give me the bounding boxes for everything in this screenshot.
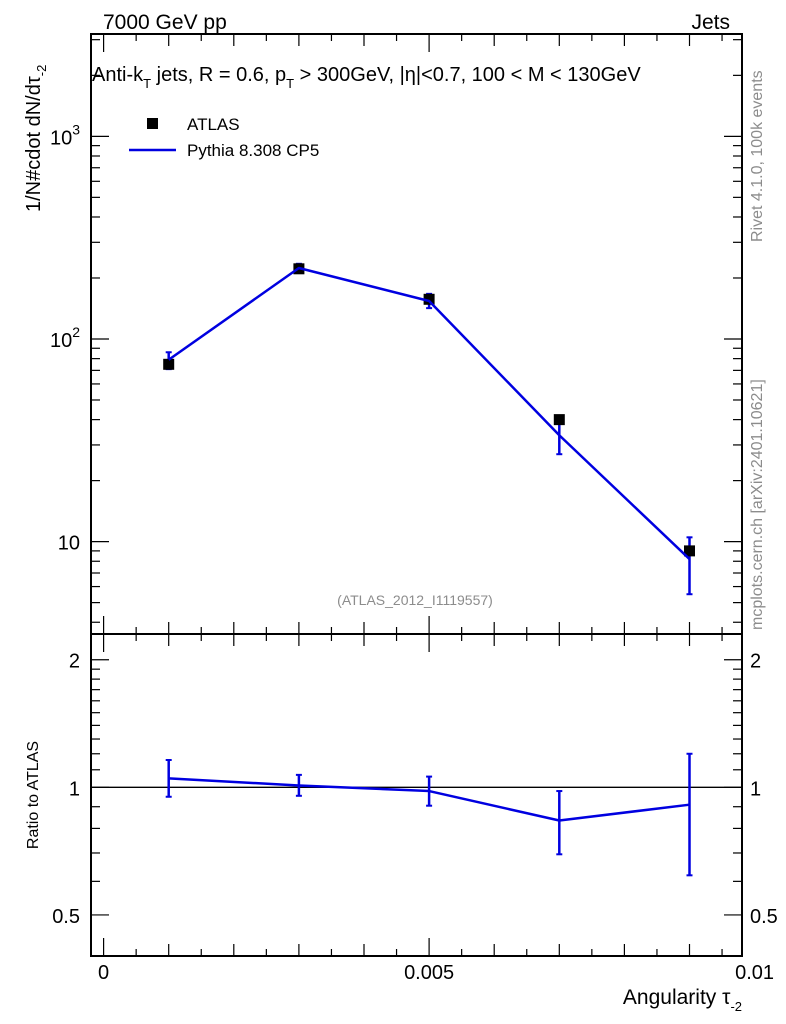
ratio-y-tick-label-right: 2	[750, 651, 761, 673]
header-left-label: 7000 GeV pp	[103, 11, 227, 34]
ratio-panel-frame	[90, 633, 743, 957]
title-part-c: > 300GeV, |η|<0.7, 100 < M < 130GeV	[294, 64, 641, 86]
ratio-y-tick-label: 1	[69, 778, 80, 800]
x-axis-label: Angularity τ-2	[623, 986, 742, 1014]
legend-atlas-marker	[147, 118, 158, 129]
main-y-tick-label: 103	[50, 121, 80, 149]
main-y-tick-label-base: 10	[58, 533, 80, 555]
main-y-tick-label-exp: 3	[72, 121, 80, 137]
mcplots-label: mcplots.cern.ch [arXiv:2401.10621]	[749, 379, 766, 630]
ratio-pythia-line	[168, 777, 690, 822]
analysis-id-label: (ATLAS_2012_I1119557)	[337, 592, 493, 608]
ratio-y-tick-label-right: 0.5	[750, 906, 778, 928]
atlas-data-point	[684, 545, 695, 557]
main-y-tick-label-base: 10	[50, 127, 72, 149]
title-part-b: jets, R = 0.6, p	[151, 64, 286, 86]
main-error-bars	[165, 262, 693, 596]
title-part-a: Anti-k	[92, 64, 144, 86]
ratio-y-axis-label: Ratio to ATLAS	[25, 741, 42, 849]
rivet-version-label: Rivet 4.1.0, 100k events	[749, 70, 766, 242]
main-y-tick-label: 10	[58, 533, 80, 555]
x-axis-label-text: Angularity τ	[623, 986, 731, 1009]
legend-pythia-label: Pythia 8.308 CP5	[187, 141, 319, 160]
main-y-tick-label: 102	[50, 324, 80, 352]
plot-title: Anti-kT jets, R = 0.6, pT > 300GeV, |η|<…	[92, 64, 641, 91]
atlas-data-point	[423, 293, 435, 305]
x-tick-label: 0.01	[735, 962, 774, 984]
main-y-axis-label-text: 1/N#cdot dN/dτ	[23, 76, 45, 212]
main-y-axis-label-sub: -2	[34, 65, 49, 77]
ratio-y-tick-label: 2	[69, 651, 80, 673]
title-sub-a: T	[143, 76, 151, 91]
ratio-y-tick-label-right: 1	[750, 778, 761, 800]
ratio-y-ticks: 2 2 1 1 0.5 0.5	[52, 651, 778, 957]
main-y-tick-label-base: 10	[50, 330, 72, 352]
main-y-axis-label: 1/N#cdot dN/dτ-2	[23, 65, 49, 212]
x-ticks: 0 0.005 0.01	[98, 34, 774, 984]
header-right-label: Jets	[691, 11, 730, 34]
main-pythia-line	[167, 266, 691, 560]
x-tick-label: 0.005	[404, 962, 454, 984]
legend-atlas-label: ATLAS	[187, 115, 240, 134]
atlas-data-point	[553, 414, 565, 426]
atlas-data-point	[163, 358, 175, 370]
x-axis-label-sub: -2	[730, 999, 742, 1014]
title-sub-b: T	[286, 76, 294, 91]
ratio-y-tick-label: 0.5	[52, 906, 80, 928]
ratio-error-bars	[165, 752, 693, 877]
x-tick-label: 0	[98, 962, 109, 984]
main-y-tick-label-exp: 2	[72, 324, 80, 340]
